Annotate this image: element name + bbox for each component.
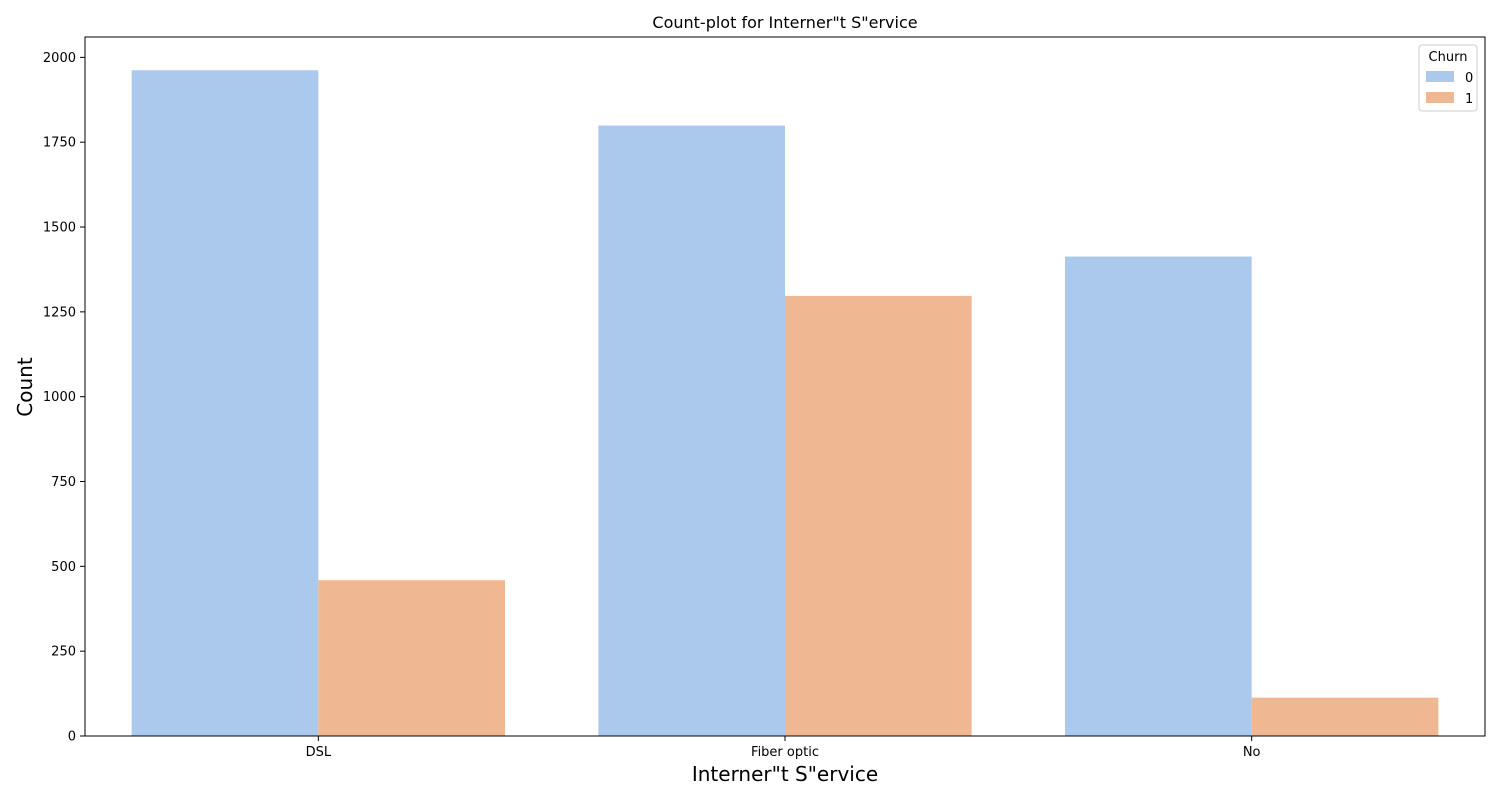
bar-fiber-optic-churn-0 <box>598 125 785 736</box>
legend-title: Churn <box>1429 50 1468 65</box>
bar-fiber-optic-churn-1 <box>785 295 972 736</box>
legend-swatch-churn-0 <box>1426 71 1454 82</box>
x-axis-ticks: DSL Fiber optic No <box>306 736 1261 760</box>
bar-dsl-churn-1 <box>318 580 505 736</box>
legend: Churn 0 1 <box>1418 44 1478 112</box>
legend-swatch-churn-1 <box>1426 92 1454 103</box>
legend-label-churn-0: 0 <box>1465 71 1473 86</box>
legend-label-churn-1: 1 <box>1465 92 1473 107</box>
y-tick-label: 0 <box>68 730 76 745</box>
y-tick-label: 1500 <box>43 221 76 236</box>
y-axis-ticks: 0 250 500 750 1000 1250 1500 1750 2000 <box>43 51 85 745</box>
y-tick-label: 750 <box>51 475 76 490</box>
x-tick-label: Fiber optic <box>751 745 819 760</box>
bar-dsl-churn-0 <box>131 70 319 736</box>
y-axis-title: Count <box>13 357 37 417</box>
bar-no-churn-1 <box>1251 697 1439 736</box>
bar-no-churn-0 <box>1065 256 1252 736</box>
y-tick-label: 1250 <box>43 305 76 320</box>
bars-layer <box>131 70 1439 736</box>
chart-title: Count-plot for Interner"t S"ervice <box>652 13 917 32</box>
y-tick-label: 1750 <box>43 136 76 151</box>
y-tick-label: 500 <box>51 560 76 575</box>
x-axis-title: Interner"t S"ervice <box>692 762 878 786</box>
x-tick-label: No <box>1243 745 1261 760</box>
y-tick-label: 2000 <box>43 51 76 66</box>
y-tick-label: 1000 <box>43 390 76 405</box>
y-tick-label: 250 <box>51 645 76 660</box>
x-tick-label: DSL <box>306 745 332 760</box>
